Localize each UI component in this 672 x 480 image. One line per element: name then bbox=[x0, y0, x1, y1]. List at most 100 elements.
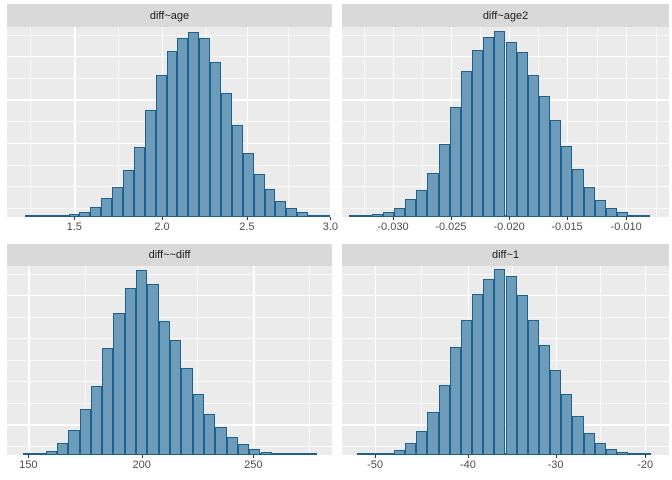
histogram-bar bbox=[210, 61, 221, 217]
plot-area bbox=[7, 27, 332, 217]
axis-tick-mark bbox=[253, 455, 255, 458]
axis-tick-mark bbox=[375, 455, 377, 458]
histogram-bar bbox=[605, 448, 617, 455]
gridline-vertical-minor bbox=[309, 266, 311, 455]
histogram-bar bbox=[25, 215, 36, 217]
facet-title: diff~age bbox=[149, 9, 190, 22]
gridline-vertical-major bbox=[246, 27, 249, 217]
gridline-vertical-major bbox=[393, 27, 395, 217]
histogram-bar bbox=[275, 201, 287, 217]
histogram-bar bbox=[617, 212, 629, 217]
histogram-bar bbox=[628, 214, 640, 217]
histogram-bar bbox=[583, 186, 595, 217]
histogram-bar bbox=[101, 198, 113, 217]
histogram-bar bbox=[483, 37, 495, 217]
axis-tick-mark bbox=[467, 455, 469, 458]
histogram-bar bbox=[181, 368, 193, 455]
histogram-bar bbox=[416, 190, 428, 217]
histogram-bar bbox=[449, 107, 461, 217]
gridline-vertical-minor bbox=[655, 27, 657, 217]
histogram-bar bbox=[271, 453, 284, 455]
histogram-bar bbox=[494, 31, 506, 217]
histogram-bar bbox=[220, 92, 232, 217]
histogram-bar bbox=[393, 208, 406, 217]
histogram-bar bbox=[561, 393, 573, 455]
x-axis: 1.5 2.0 2.5 3.0 bbox=[7, 217, 338, 235]
axis-tick-mark bbox=[393, 217, 394, 220]
histogram-bar bbox=[516, 295, 528, 455]
histogram-bar bbox=[349, 215, 361, 217]
x-axis: -0.030 -0.025 -0.020 -0.015 -0.010 bbox=[342, 217, 669, 235]
histogram-bar bbox=[594, 200, 606, 217]
histogram-bar bbox=[158, 320, 170, 455]
axis-tick-mark bbox=[450, 217, 452, 220]
axis-tick-label: -40 bbox=[459, 459, 476, 471]
histogram-bar bbox=[188, 31, 200, 217]
histogram-bar bbox=[505, 276, 517, 455]
histogram-bar bbox=[253, 174, 265, 217]
histogram-bar bbox=[264, 189, 276, 217]
plot-area bbox=[342, 27, 669, 217]
gridline-vertical-minor bbox=[197, 266, 199, 455]
histogram-bar bbox=[438, 385, 450, 455]
facet-strip: diff~~diff bbox=[7, 244, 332, 266]
histogram-bar bbox=[550, 369, 562, 455]
axis-tick-label: -0.010 bbox=[610, 221, 642, 233]
histogram-bar bbox=[283, 453, 295, 455]
histogram-bar bbox=[416, 431, 428, 455]
gridline-vertical-major bbox=[330, 27, 332, 217]
axis-tick-label: -0.030 bbox=[377, 221, 409, 233]
gridline-vertical-minor bbox=[364, 27, 366, 217]
histogram-bar bbox=[122, 170, 134, 217]
axis-tick-label: 200 bbox=[132, 459, 151, 471]
axis-tick-mark bbox=[28, 455, 30, 458]
histogram-bar bbox=[231, 125, 243, 217]
gridline-vertical-major bbox=[28, 266, 30, 455]
histogram-bar bbox=[113, 312, 125, 455]
histogram-bar bbox=[605, 208, 617, 217]
gridline-vertical-major bbox=[566, 27, 569, 217]
x-axis: -50 -40 -30 -20 bbox=[342, 455, 669, 473]
histogram-bar bbox=[360, 215, 372, 217]
axis-tick-label: -30 bbox=[547, 459, 564, 471]
histogram-bar bbox=[237, 444, 250, 455]
histogram-bar bbox=[34, 453, 46, 455]
facet-title: diff~~diff bbox=[148, 249, 191, 261]
gridline-vertical-major bbox=[645, 266, 647, 455]
gridline-vertical-minor bbox=[421, 266, 423, 455]
histogram-bar bbox=[527, 319, 539, 455]
axis-tick-label: -20 bbox=[637, 459, 654, 471]
histogram-bar bbox=[483, 279, 495, 455]
histogram-bar bbox=[192, 394, 204, 455]
histogram-bar bbox=[382, 212, 394, 217]
histogram-bar bbox=[516, 52, 528, 217]
histogram-bar bbox=[133, 147, 145, 217]
histogram-bar bbox=[538, 95, 551, 217]
histogram-bar bbox=[639, 215, 651, 217]
histogram-bar bbox=[572, 416, 584, 455]
histogram-bar bbox=[102, 348, 114, 455]
axis-tick-label: 250 bbox=[244, 459, 263, 471]
histogram-bar bbox=[226, 436, 238, 455]
gridline-vertical-minor bbox=[288, 27, 290, 217]
histogram-bar bbox=[405, 198, 417, 217]
gridline-horizontal bbox=[342, 273, 669, 275]
histogram-bar bbox=[215, 426, 227, 455]
histogram-bar bbox=[249, 449, 261, 455]
histogram-bar bbox=[427, 412, 439, 455]
histogram-bar bbox=[112, 186, 123, 217]
histogram-bar bbox=[155, 75, 167, 217]
histogram-bar bbox=[472, 293, 484, 455]
facet-title: diff~age2 bbox=[482, 9, 529, 22]
histogram-bar bbox=[371, 213, 383, 217]
histogram-bar bbox=[308, 215, 319, 217]
gridline-vertical-major bbox=[375, 266, 377, 455]
gridline-vertical-major bbox=[555, 266, 557, 455]
gridline-horizontal bbox=[7, 316, 332, 318]
gridline-vertical-major bbox=[253, 266, 255, 455]
axis-tick-label: 2.0 bbox=[154, 221, 170, 233]
histogram-bar bbox=[527, 75, 539, 217]
facet-strip: diff~age2 bbox=[342, 4, 669, 27]
gridline-vertical-minor bbox=[600, 266, 602, 455]
